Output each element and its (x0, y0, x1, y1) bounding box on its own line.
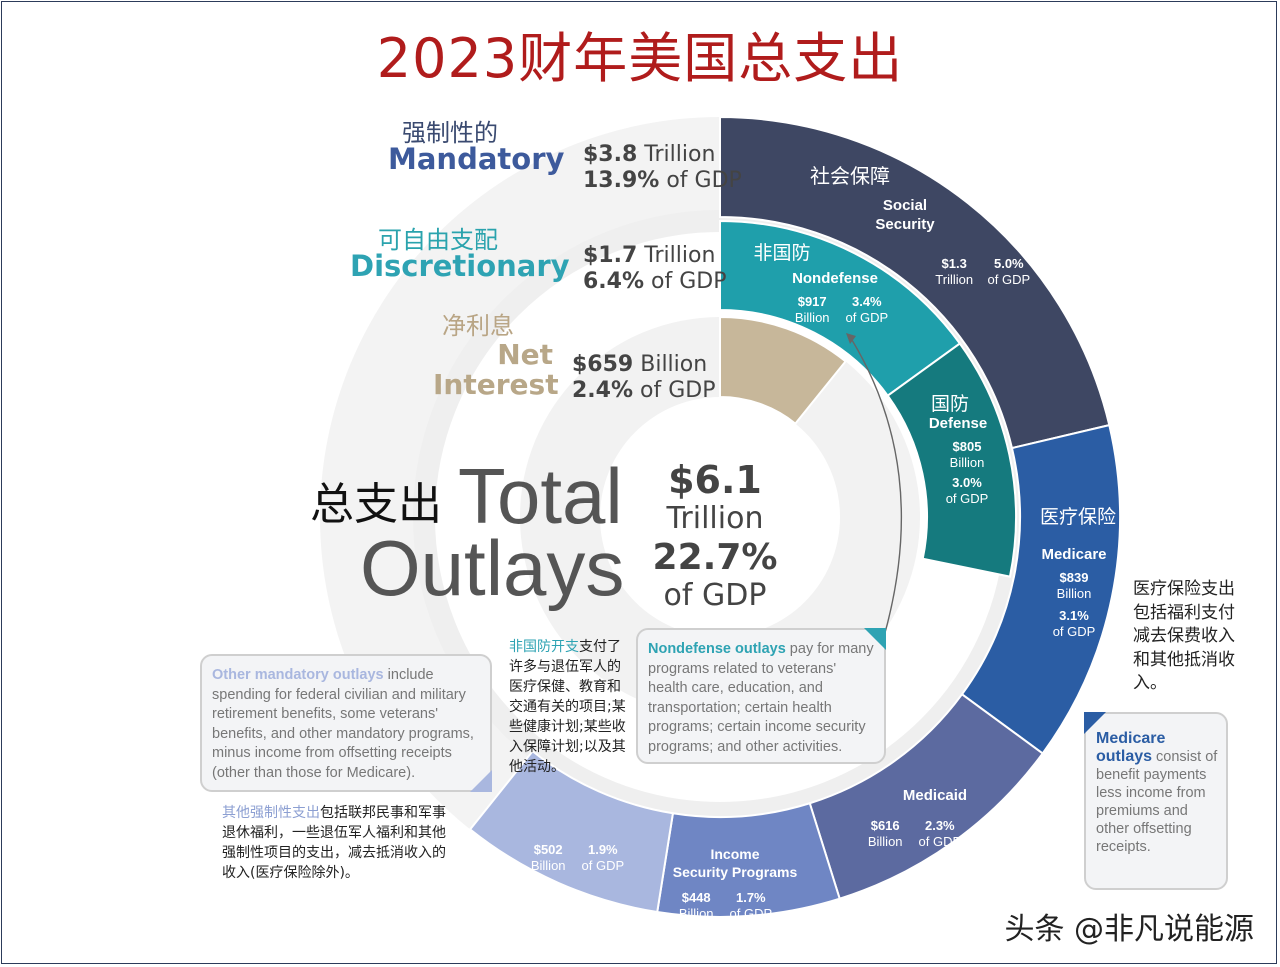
income-security-label: Income Security Programs (672, 846, 798, 880)
net-interest-amount: $659 Billion 2.4% of GDP (572, 352, 716, 403)
net-interest-label-cn: 净利息 (442, 312, 514, 340)
segment-other-mandatory (468, 749, 675, 914)
social-security-value: $1.3 Trillion 5.0% of GDP (935, 256, 1031, 287)
nondefense-note-box: Nondefense outlays pay for many programs… (636, 628, 886, 764)
discretionary-label-cn: 可自由支配 (378, 226, 498, 254)
nondefense-label: Nondefense (792, 270, 878, 287)
nondefense-callout-arrow (846, 333, 856, 344)
page-title: 2023财年美国总支出 (376, 27, 904, 90)
segment-net-interest (719, 315, 847, 426)
nondefense-note-heading: Nondefense outlays (648, 641, 786, 657)
defense-value: $805 Billion 3.0% of GDP (945, 439, 989, 506)
medicare-note-text: consist of benefit payments less income … (1096, 749, 1218, 855)
total-value: $6.1 Trillion 22.7% of GDP (652, 458, 778, 613)
defense-label-cn: 国防 (930, 394, 969, 415)
other-note-text: include spending for federal civilian an… (212, 667, 474, 781)
note-corner (864, 628, 886, 650)
watermark: 头条 @非凡说能源 (1004, 912, 1254, 947)
medicare-note-cn: 医疗保险支出包括福利支付减去保费收入和其他抵消收入。 (1133, 579, 1235, 693)
net-interest-label: Net Interest (433, 338, 559, 401)
other-note-heading: Other mandatory outlays (212, 667, 384, 683)
income-security-value: $448 Billion 1.7% of GDP (678, 890, 773, 921)
discretionary-label: Discretionary (350, 249, 570, 283)
mandatory-label: Mandatory (388, 142, 565, 176)
medicare-note-heading: Medicare outlays (1096, 730, 1166, 765)
nondefense-callout-line (851, 339, 903, 651)
note-corner (1084, 712, 1106, 734)
other-mandatory-note-box: Other mandatory outlays include spending… (200, 654, 492, 792)
center-disc (600, 397, 840, 637)
mandatory-label-cn: 强制性的 (402, 119, 498, 147)
segment-defense (886, 342, 1017, 578)
nondefense-label-cn: 非国防 (753, 243, 811, 264)
discretionary-amount: $1.7 Trillion 6.4% of GDP (583, 243, 727, 294)
medicare-note-box: Medicare outlays consist of benefit paym… (1084, 712, 1228, 890)
other-mandatory-value: $502 Billion 1.9% of GDP (530, 842, 625, 873)
mandatory-amount: $3.8 Trillion 13.9% of GDP (583, 142, 742, 193)
segment-social-security (719, 115, 1111, 450)
defense-label: Defense (928, 415, 988, 432)
nondefense-note-text: pay for many programs related to veteran… (648, 641, 874, 755)
medicaid-label: Medicaid (902, 787, 968, 804)
total-label: Total Outlays (360, 452, 625, 612)
medicare-value: $839 Billion 3.1% of GDP (1052, 570, 1096, 639)
other-mandatory-note-cn: 其他强制性支出包括联邦民事和军事退休福利，一些退伍军人福利和其他强制性项目的支出… (222, 805, 446, 881)
medicaid-value: $616 Billion 2.3% of GDP (867, 818, 962, 849)
social-security-label-cn: 社会保障 (810, 166, 890, 188)
nondefense-value: $917 Billion 3.4% of GDP (794, 294, 889, 325)
social-security-label: Social Security (875, 197, 935, 233)
nondefense-note-cn: 非国防开支支付了许多与退伍军人的医疗保健、教育和交通有关的项目;某些健康计划;某… (509, 639, 626, 775)
medicare-label-cn: 医疗保险 (1039, 507, 1116, 528)
total-label-cn: 总支出 (310, 479, 442, 530)
medicare-label: Medicare (1041, 546, 1107, 563)
note-corner (470, 770, 492, 792)
